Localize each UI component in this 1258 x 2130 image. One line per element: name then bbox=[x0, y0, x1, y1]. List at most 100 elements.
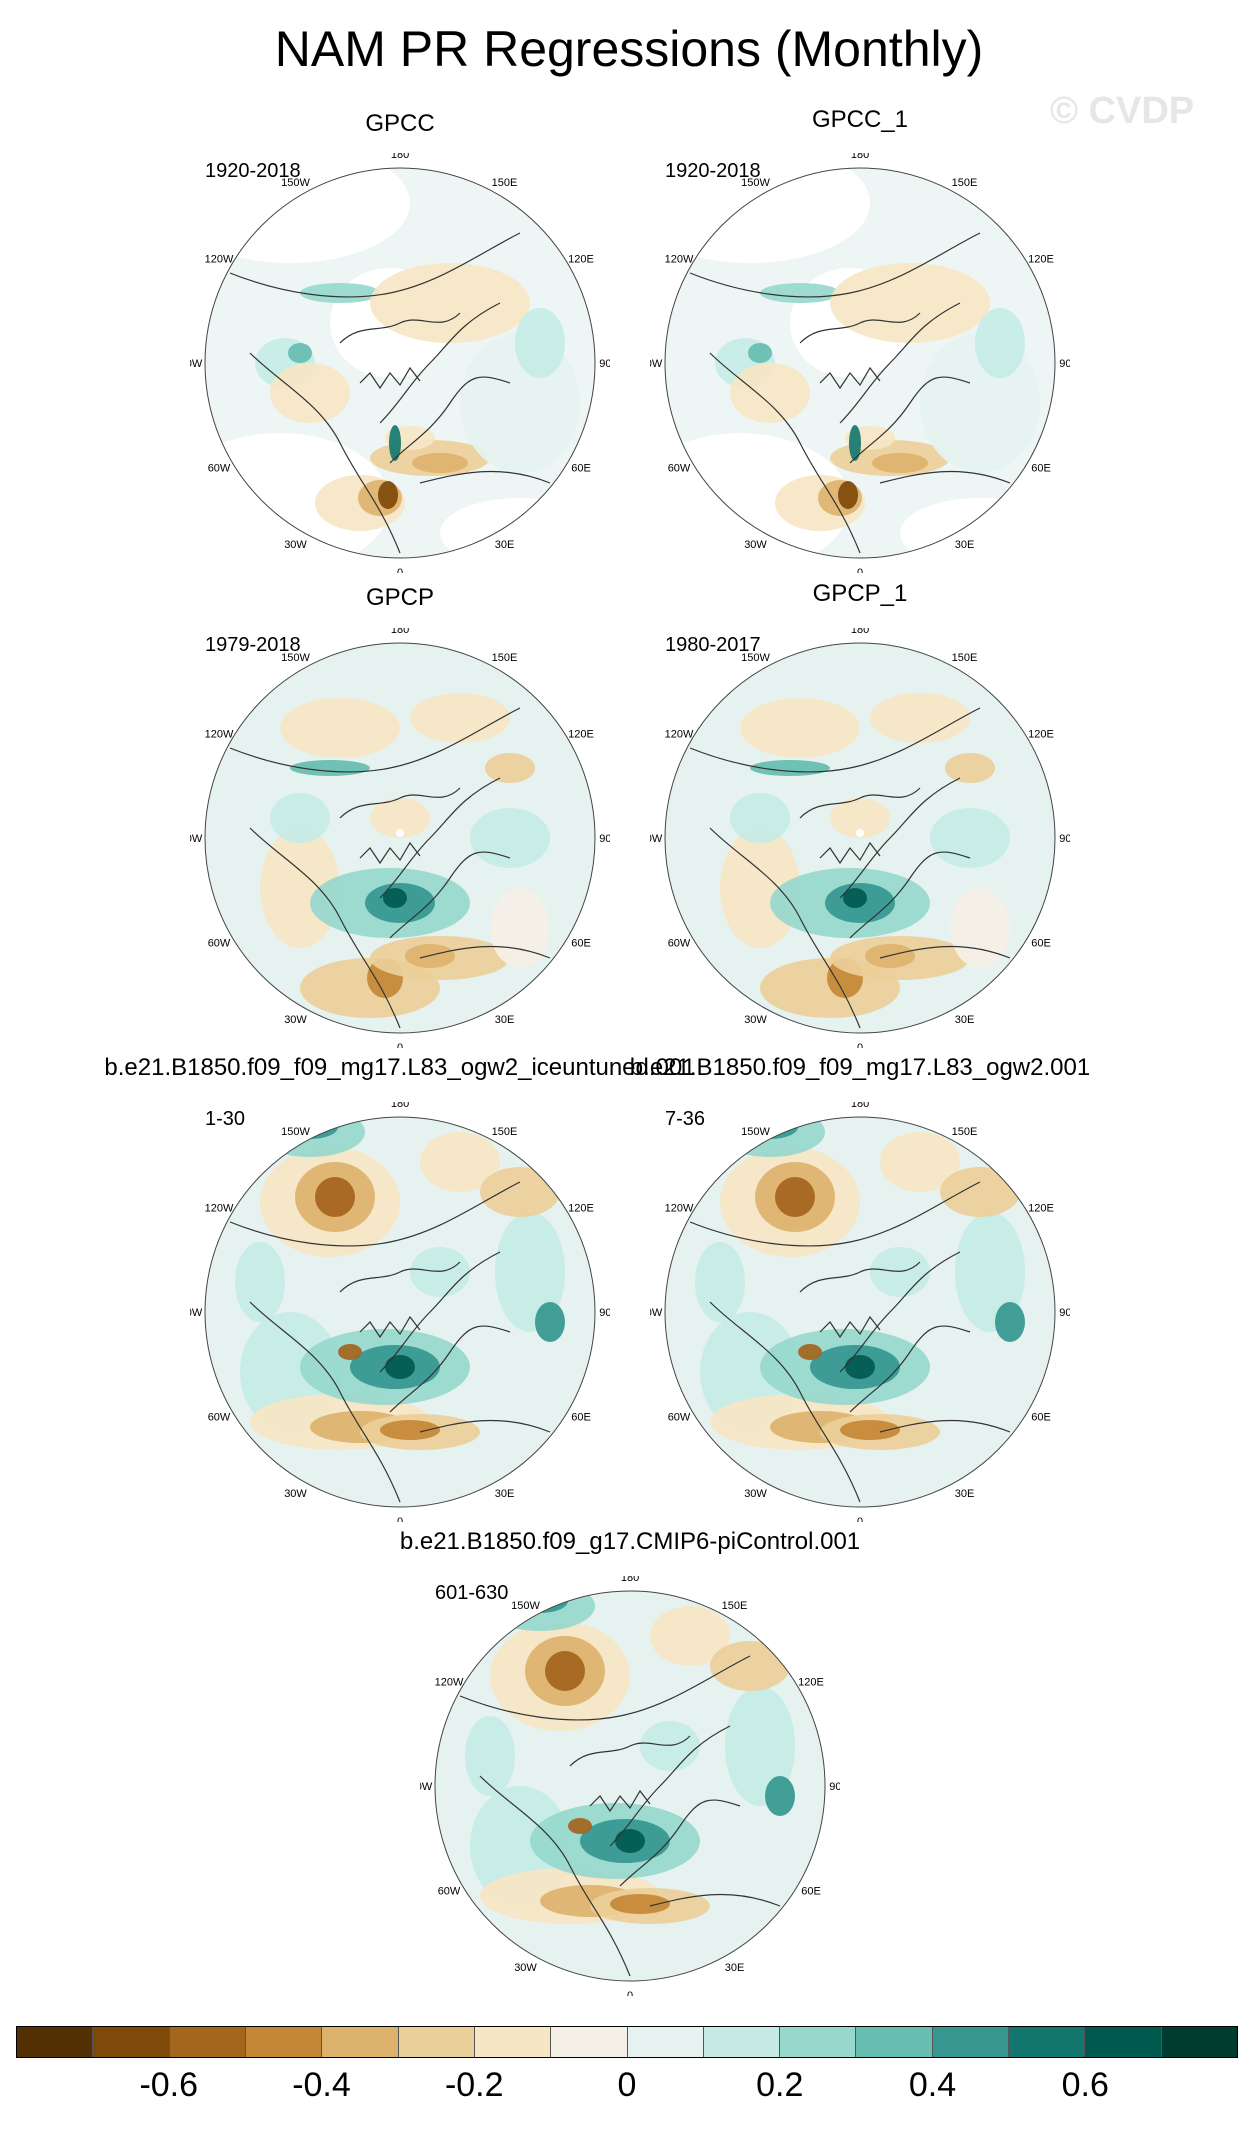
map-boundary bbox=[204, 167, 596, 559]
panel-title: GPCC bbox=[365, 110, 435, 137]
anomaly-contour bbox=[515, 308, 565, 378]
longitude-label: 120W bbox=[665, 1203, 694, 1215]
longitude-label: 30E bbox=[495, 1014, 515, 1026]
longitude-label: 60W bbox=[668, 1412, 691, 1424]
panel-title: GPCC_1 bbox=[811, 106, 909, 133]
coastline bbox=[849, 376, 971, 464]
coastline bbox=[249, 827, 401, 1029]
longitude-label: 60E bbox=[571, 938, 591, 950]
coastline bbox=[419, 1419, 551, 1433]
longitude-label: 120E bbox=[568, 1203, 594, 1215]
longitude-label: 90E bbox=[1059, 1307, 1070, 1319]
anomaly-contour bbox=[235, 1242, 285, 1322]
longitude-label: 0 bbox=[857, 1516, 863, 1522]
coastline bbox=[419, 470, 551, 484]
longitude-label: 30W bbox=[284, 539, 307, 551]
longitude-label: 30E bbox=[955, 1014, 975, 1026]
anomaly-contour bbox=[710, 1641, 790, 1691]
longitude-label: 30W bbox=[744, 1488, 767, 1500]
colorbar-box bbox=[1009, 2027, 1086, 2057]
anomaly-contour bbox=[650, 1606, 730, 1666]
panel-title: b.e21.B1850.f09_f09_mg17.L83_ogw2_iceunt… bbox=[104, 1054, 696, 1081]
anomaly-contour bbox=[545, 1651, 585, 1691]
panel-period: 1920-2018 bbox=[665, 160, 761, 182]
anomaly-contour bbox=[870, 693, 970, 743]
anomaly-contour bbox=[748, 343, 772, 363]
anomaly-contour bbox=[420, 1132, 500, 1192]
colorbar-tick-label: -0.6 bbox=[139, 2066, 199, 2104]
colorbar-box bbox=[169, 2027, 246, 2057]
longitude-label: 120E bbox=[798, 1677, 824, 1689]
panel-period: 7-36 bbox=[665, 1108, 706, 1130]
coastline bbox=[709, 1301, 861, 1503]
polar-map: 180 150E 120E 90E 60E 30E 0 30W 60W 90W 120W 150W bbox=[420, 1576, 840, 1996]
anomaly-contour bbox=[615, 1829, 645, 1853]
coastline bbox=[339, 312, 461, 344]
coastline bbox=[389, 851, 511, 939]
colorbar-tick-label: -0.2 bbox=[444, 2066, 504, 2104]
coastline bbox=[339, 787, 461, 819]
anomaly-contour bbox=[950, 888, 1010, 968]
longitude-label: 180 bbox=[851, 153, 869, 161]
coastline bbox=[249, 1301, 401, 1503]
anomaly-contour bbox=[872, 453, 928, 473]
colorbar-box bbox=[627, 2027, 704, 2057]
longitude-label: 150E bbox=[492, 652, 518, 664]
coastline bbox=[839, 1251, 961, 1373]
panel-title: GPCP bbox=[365, 584, 434, 611]
colorbar-box bbox=[474, 2027, 552, 2057]
longitude-label: 90E bbox=[599, 358, 610, 370]
longitude-label: 90W bbox=[420, 1781, 433, 1793]
anomaly-contour bbox=[480, 1167, 560, 1217]
coastline bbox=[419, 945, 551, 959]
figure-title: NAM PR Regressions (Monthly) bbox=[274, 21, 984, 77]
anomaly-contour bbox=[845, 1355, 875, 1379]
longitude-label: 60E bbox=[801, 1886, 821, 1898]
longitude-label: 120W bbox=[205, 1203, 234, 1215]
longitude-label: 30E bbox=[725, 1962, 745, 1974]
coastline bbox=[389, 376, 511, 464]
anomaly-contour bbox=[843, 888, 867, 908]
longitude-label: 30E bbox=[495, 1488, 515, 1500]
coastline bbox=[619, 1799, 741, 1887]
longitude-label: 120E bbox=[568, 729, 594, 741]
anomaly-contour bbox=[410, 1247, 470, 1297]
longitude-label: 120W bbox=[665, 729, 694, 741]
anomaly-contour bbox=[975, 308, 1025, 378]
longitude-label: 120E bbox=[1028, 729, 1054, 741]
anomaly-contour bbox=[930, 808, 1010, 868]
coastline bbox=[249, 352, 401, 554]
panel-period: 1979-2018 bbox=[205, 634, 301, 656]
coastline bbox=[379, 302, 501, 424]
coastline bbox=[359, 1315, 421, 1339]
anomaly-contour bbox=[760, 283, 840, 303]
colorbar-box bbox=[856, 2027, 933, 2057]
colorbar-box bbox=[245, 2027, 323, 2057]
map-boundary bbox=[664, 1116, 1056, 1508]
coastline bbox=[379, 777, 501, 899]
longitude-label: 120E bbox=[1028, 254, 1054, 266]
anomaly-contour bbox=[730, 363, 810, 423]
longitude-label: 90E bbox=[1059, 833, 1070, 845]
longitude-label: 0 bbox=[397, 1042, 403, 1048]
coastline bbox=[849, 1325, 971, 1413]
longitude-label: 90E bbox=[599, 833, 610, 845]
longitude-label: 90W bbox=[190, 1307, 203, 1319]
anomaly-contour bbox=[870, 1247, 930, 1297]
colorbar-box bbox=[551, 2027, 628, 2057]
longitude-label: 150E bbox=[492, 177, 518, 189]
colorbar-box bbox=[398, 2027, 475, 2057]
longitude-label: 0 bbox=[857, 1042, 863, 1048]
anomaly-contour bbox=[725, 1686, 795, 1806]
longitude-label: 120W bbox=[435, 1677, 464, 1689]
coastline bbox=[359, 841, 421, 865]
longitude-label: 120E bbox=[1028, 1203, 1054, 1215]
longitude-label: 180 bbox=[851, 628, 869, 636]
longitude-label: 150E bbox=[722, 1600, 748, 1612]
coastline bbox=[799, 1261, 921, 1293]
longitude-label: 30W bbox=[744, 539, 767, 551]
anomaly-contour bbox=[940, 1167, 1020, 1217]
longitude-label: 60W bbox=[668, 938, 691, 950]
colorbar-box bbox=[93, 2027, 170, 2057]
anomaly-contour bbox=[485, 753, 535, 783]
